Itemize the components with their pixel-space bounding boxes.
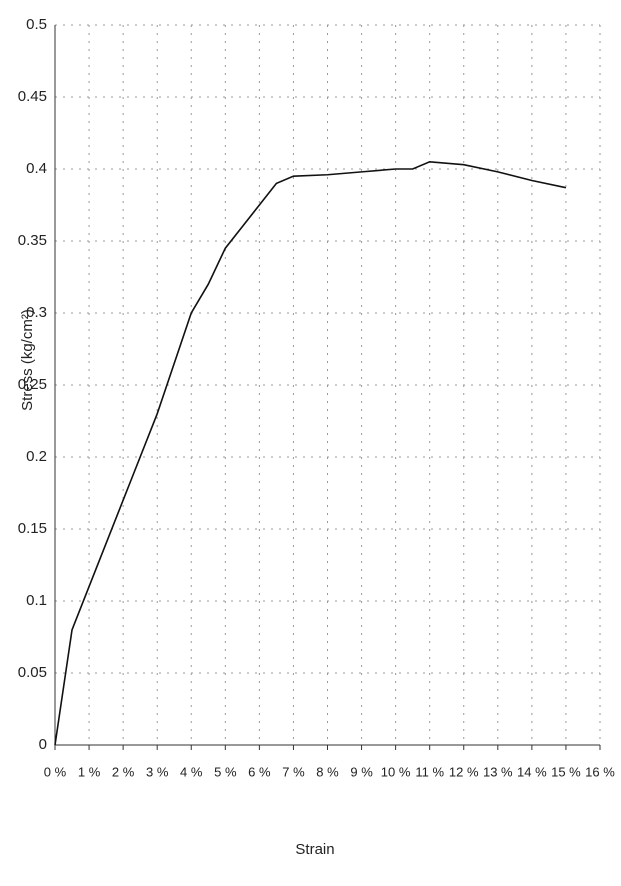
y-tick-label: 0.05 (18, 664, 47, 681)
x-tick-label: 2 % (112, 764, 135, 779)
x-tick-label: 12 % (449, 764, 479, 779)
y-tick-label: 0.35 (18, 232, 47, 249)
x-tick-label: 1 % (78, 764, 101, 779)
y-tick-label: 0.3 (26, 304, 47, 321)
y-tick-label: 0.5 (26, 16, 47, 33)
y-tick-label: 0.45 (18, 88, 47, 105)
y-tick-label: 0.1 (26, 592, 47, 609)
x-tick-label: 9 % (350, 764, 373, 779)
x-tick-label: 7 % (282, 764, 305, 779)
x-tick-label: 4 % (180, 764, 203, 779)
x-tick-label: 15 % (551, 764, 581, 779)
y-tick-label: 0 (39, 736, 47, 753)
y-axis-title: Stress (kg/cm²) (19, 309, 36, 411)
y-tick-label: 0.4 (26, 160, 47, 177)
x-tick-label: 13 % (483, 764, 513, 779)
y-tick-label: 0.15 (18, 520, 47, 537)
x-tick-label: 11 % (415, 764, 444, 779)
x-tick-label: 6 % (248, 764, 271, 779)
y-tick-label: 0.2 (26, 448, 47, 465)
x-tick-label: 8 % (316, 764, 339, 779)
y-tick-label: 0.25 (18, 376, 47, 393)
x-tick-label: 5 % (214, 764, 237, 779)
x-tick-label: 16 % (585, 764, 615, 779)
x-tick-label: 10 % (381, 764, 411, 779)
data-line (55, 162, 566, 745)
x-axis-title: Strain (295, 841, 334, 858)
x-tick-label: 0 % (44, 764, 67, 779)
x-tick-label: 14 % (517, 764, 547, 779)
x-tick-label: 3 % (146, 764, 169, 779)
chart: Strain Stress (kg/cm²) 0 0.05 0.1 0.15 0.2 0.… (0, 0, 621, 886)
